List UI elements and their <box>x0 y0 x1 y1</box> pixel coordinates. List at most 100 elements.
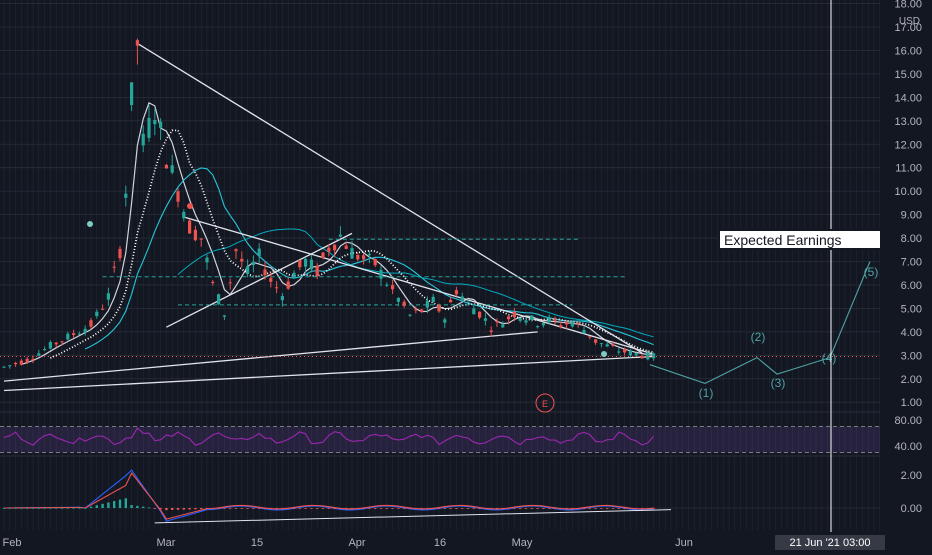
candle-body <box>124 193 128 198</box>
crosshair-date-label: 21 Jun '21 03:00 <box>789 537 870 549</box>
candle-body <box>315 265 319 276</box>
macd-histogram-bar <box>136 505 139 508</box>
macd-histogram-bar <box>379 508 383 509</box>
macd-histogram-bar <box>565 508 568 510</box>
macd-histogram-bar <box>292 508 296 509</box>
macd-histogram-bar <box>490 508 493 510</box>
trendline <box>166 232 353 328</box>
wave-label: (1) <box>699 386 714 400</box>
macd-histogram-bar <box>159 508 162 510</box>
macd-histogram-bar <box>176 508 180 510</box>
macd-histogram-bar <box>20 507 23 509</box>
y-tick-label: 12.00 <box>894 139 922 151</box>
macd-histogram-bar <box>432 508 435 509</box>
macd-histogram-bar <box>49 507 52 509</box>
macd-histogram-bar <box>350 508 354 510</box>
candle-body <box>269 278 273 282</box>
macd-histogram-bar <box>652 508 655 509</box>
macd-histogram-bar <box>455 508 458 509</box>
candle-body <box>466 301 470 303</box>
macd-histogram-bar <box>420 508 423 510</box>
wave-projection-line <box>649 261 871 384</box>
candle-body <box>489 330 493 333</box>
x-tick-label: Feb <box>3 537 22 549</box>
macd-histogram-bar <box>577 508 580 509</box>
signal-dot <box>87 221 93 227</box>
x-tick-label: Apr <box>348 537 365 549</box>
candle-body <box>472 308 476 315</box>
y-tick-label: 14.00 <box>894 92 922 104</box>
macd-histogram-bar <box>60 507 64 509</box>
macd-histogram-bar <box>14 507 17 509</box>
candle-body <box>565 322 569 325</box>
macd-histogram-bar <box>548 508 551 509</box>
macd-histogram-bar <box>466 508 470 509</box>
candle-body <box>460 296 464 300</box>
candle-body <box>25 358 29 363</box>
macd-trendline <box>154 509 672 524</box>
candle-body <box>234 249 238 252</box>
candle-body <box>640 356 644 359</box>
candle-body <box>594 339 598 343</box>
macd-histogram-bar <box>362 508 365 509</box>
y-tick-label: 13.00 <box>894 116 922 128</box>
macd-histogram-bar <box>611 508 615 509</box>
wave-label: (4) <box>822 351 837 365</box>
macd-histogram-bar <box>304 508 307 509</box>
candle-body <box>327 247 331 252</box>
macd-histogram-bar <box>229 508 232 509</box>
rsi-tick-label: 40.00 <box>894 441 922 453</box>
earnings-marker-circle <box>535 393 555 413</box>
macd-histogram-bar <box>252 508 255 509</box>
candle-body <box>530 315 534 320</box>
rsi-band <box>0 426 880 453</box>
candle-body <box>362 255 366 260</box>
candle-body <box>176 191 180 202</box>
candle-body <box>449 299 453 303</box>
macd-histogram-bar <box>171 508 174 510</box>
macd-histogram-bar <box>101 503 104 508</box>
macd-histogram-bar <box>437 508 441 509</box>
candle-body <box>66 333 70 340</box>
candle-body <box>478 311 482 318</box>
candle-body <box>559 325 563 328</box>
candle-body <box>304 258 308 267</box>
macd-histogram-bar <box>37 507 40 509</box>
candle-body <box>425 301 429 308</box>
macd-histogram-bar <box>478 508 481 509</box>
macd-histogram-bar <box>403 508 406 509</box>
y-tick-label: 1.00 <box>901 397 922 409</box>
candle-body <box>2 366 6 368</box>
candle-body <box>454 290 458 295</box>
y-tick-label: 2.00 <box>901 374 922 386</box>
candle-body <box>431 296 435 302</box>
macd-histogram-bar <box>635 508 638 510</box>
candle-body <box>19 360 23 365</box>
y-tick-label: 18.00 <box>894 0 922 11</box>
candle-body <box>147 117 151 138</box>
y-tick-label: 6.00 <box>901 280 922 292</box>
candle-body <box>106 293 110 300</box>
candle-body <box>286 281 290 289</box>
candle-body <box>60 341 64 343</box>
candle-body <box>623 349 627 353</box>
macd-histogram-bar <box>414 508 417 509</box>
macd-histogram-bar <box>484 508 487 509</box>
macd-signal-line <box>4 471 654 520</box>
macd-histogram-bar <box>472 508 475 509</box>
price-axis-bg <box>880 0 932 550</box>
candle-body <box>205 257 209 263</box>
macd-line <box>3 469 654 522</box>
candle-body <box>553 318 557 321</box>
candle-body <box>257 248 261 257</box>
candle-body <box>112 266 116 268</box>
macd-histogram-bar <box>142 506 145 508</box>
candle-body <box>164 164 168 169</box>
signal-dot <box>187 203 193 209</box>
macd-histogram-bar <box>519 508 522 509</box>
x-tick-label: Jun <box>675 537 693 549</box>
candle-body <box>628 350 632 356</box>
earnings-marker-text: E <box>542 399 548 409</box>
